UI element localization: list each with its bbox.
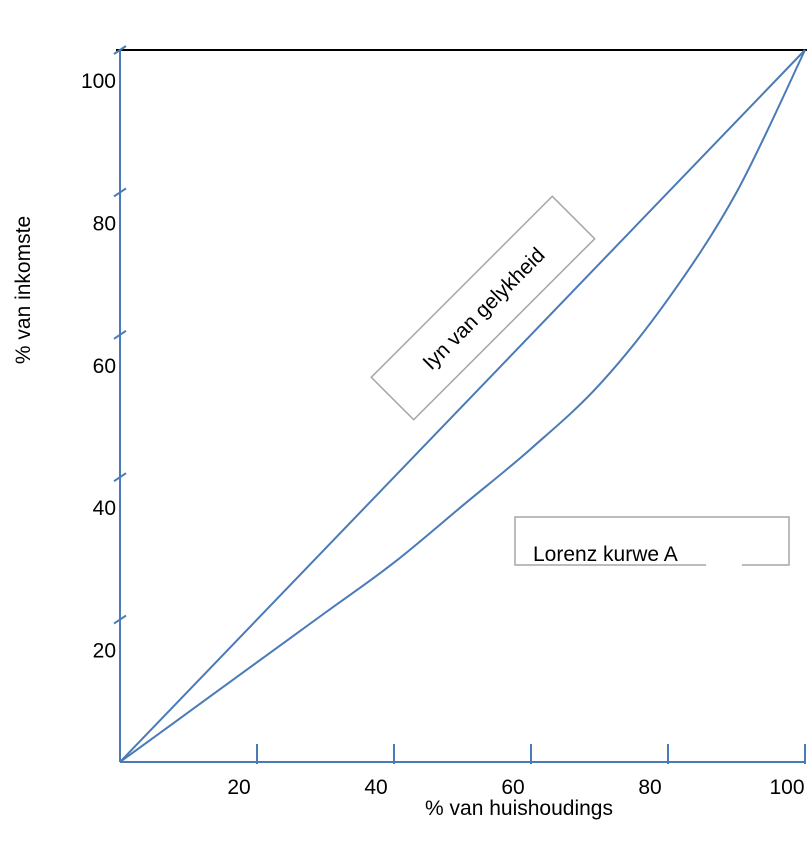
ticks: 20 40 60 80 100 20 40 60 80 100 bbox=[81, 45, 806, 799]
y-tick-80 bbox=[113, 187, 127, 198]
x-tick-label-60: 60 bbox=[501, 776, 524, 799]
y-tick-label-60: 60 bbox=[93, 355, 116, 378]
series bbox=[119, 49, 806, 763]
y-tick-label-40: 40 bbox=[93, 497, 116, 520]
lorenz-label-box: Lorenz kurwe A bbox=[514, 516, 790, 568]
lorenz-label-frame bbox=[514, 516, 790, 566]
y-tick-40 bbox=[113, 472, 127, 483]
lorenz-label: Lorenz kurwe A bbox=[533, 543, 678, 566]
annotations: Iyn van gelykheid Lorenz kurwe A bbox=[370, 195, 790, 568]
equality-label-frame bbox=[370, 195, 596, 421]
y-tick-label-80: 80 bbox=[93, 212, 116, 235]
axes bbox=[116, 49, 807, 763]
y-tick-60 bbox=[113, 329, 127, 340]
x-tick-label-100: 100 bbox=[769, 776, 804, 799]
y-tick-label-100: 100 bbox=[81, 70, 116, 93]
x-tick-label-40: 40 bbox=[364, 776, 387, 799]
y-tick-20 bbox=[113, 614, 127, 625]
y-tick-100 bbox=[113, 45, 127, 55]
series-line-0 bbox=[119, 49, 806, 763]
series-line-1 bbox=[119, 49, 806, 763]
y-tick-label-20: 20 bbox=[93, 640, 116, 663]
equality-label: Iyn van gelykheid bbox=[419, 244, 550, 375]
equality-label-box: Iyn van gelykheid bbox=[370, 195, 596, 421]
x-axis-title: % van huishoudings bbox=[425, 797, 613, 820]
x-tick-label-20: 20 bbox=[227, 776, 250, 799]
x-tick-label-80: 80 bbox=[638, 776, 661, 799]
y-axis-title: % van inkomste bbox=[12, 216, 35, 364]
